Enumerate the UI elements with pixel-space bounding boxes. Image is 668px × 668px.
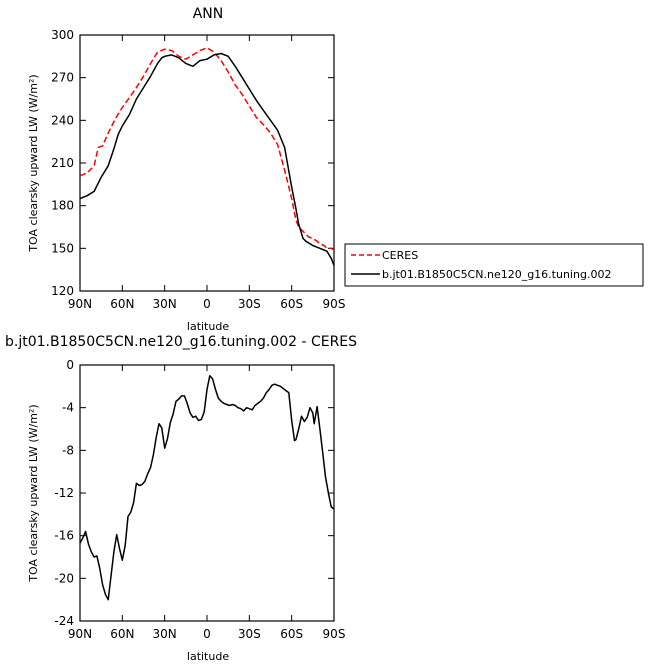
top-xtick-label-4: 30S — [238, 297, 261, 311]
top-x-axis-title: latitude — [187, 320, 229, 333]
bottom-x-axis-title: latitude — [187, 650, 229, 663]
top-series-group — [79, 47, 335, 266]
top-x-axis: 90N 60N 30N 0 30S 60S 90S — [68, 35, 346, 311]
bottom-xtick-label-3: 0 — [203, 627, 211, 641]
legend-box — [344, 243, 644, 287]
bottom-y-axis: -24 -20 -16 -12 -8 -4 0 — [54, 358, 334, 628]
legend-label-model: b.jt01.B1850C5CN.ne120_g16.tuning.002 — [382, 268, 611, 281]
top-ytick-label-1: 150 — [51, 241, 74, 255]
bottom-panel: b.jt01.B1850C5CN.ne120_g16.tuning.002 - … — [5, 334, 357, 663]
bottom-chart-title: b.jt01.B1850C5CN.ne120_g16.tuning.002 - … — [5, 334, 357, 350]
bottom-series-group — [79, 374, 335, 601]
bottom-plot-frame — [79, 364, 335, 622]
top-ytick-label-3: 210 — [51, 156, 74, 170]
top-xtick-label-6: 90S — [323, 297, 346, 311]
top-y-axis-title: TOA clearsky upward LW (W/m²) — [27, 74, 40, 252]
bottom-ytick-label-2: -16 — [54, 529, 74, 543]
top-xtick-label-1: 60N — [110, 297, 134, 311]
bottom-y-axis-title: TOA clearsky upward LW (W/m²) — [27, 404, 40, 582]
top-xtick-label-5: 60S — [280, 297, 303, 311]
bottom-xtick-label-1: 60N — [110, 627, 134, 641]
bottom-ytick-label-4: -8 — [62, 443, 74, 457]
top-chart-title: ANN — [193, 6, 224, 22]
top-xtick-label-3: 0 — [203, 297, 211, 311]
bottom-series-line-0 — [79, 374, 335, 601]
top-ytick-label-6: 300 — [51, 28, 74, 42]
legend: CERES b.jt01.B1850C5CN.ne120_g16.tuning.… — [344, 243, 644, 287]
top-ytick-label-5: 270 — [51, 71, 74, 85]
bottom-ytick-label-5: -4 — [62, 401, 74, 415]
top-series-line-1 — [79, 52, 335, 266]
bottom-ytick-label-0: -24 — [54, 614, 74, 628]
bottom-xtick-label-5: 60S — [280, 627, 303, 641]
top-plot-frame — [79, 34, 335, 292]
top-panel: ANN 120 150 180 210 240 270 300 90N 60N 30N 0 30S 6… — [27, 6, 345, 333]
bottom-xtick-label-4: 30S — [238, 627, 261, 641]
top-xtick-label-0: 90N — [68, 297, 92, 311]
bottom-xtick-label-0: 90N — [68, 627, 92, 641]
top-ytick-label-2: 180 — [51, 199, 74, 213]
top-ytick-label-0: 120 — [51, 284, 74, 298]
top-xtick-label-2: 30N — [153, 297, 177, 311]
top-y-axis: 120 150 180 210 240 270 300 — [51, 28, 334, 298]
legend-label-ceres: CERES — [382, 249, 418, 262]
top-series-line-0 — [79, 47, 335, 251]
bottom-xtick-label-2: 30N — [153, 627, 177, 641]
bottom-xtick-label-6: 90S — [323, 627, 346, 641]
bottom-ytick-label-1: -20 — [54, 571, 74, 585]
bottom-ytick-label-6: 0 — [66, 358, 74, 372]
top-ytick-label-4: 240 — [51, 113, 74, 127]
bottom-x-axis: 90N 60N 30N 0 30S 60S 90S — [68, 365, 346, 641]
bottom-ytick-label-3: -12 — [54, 486, 74, 500]
